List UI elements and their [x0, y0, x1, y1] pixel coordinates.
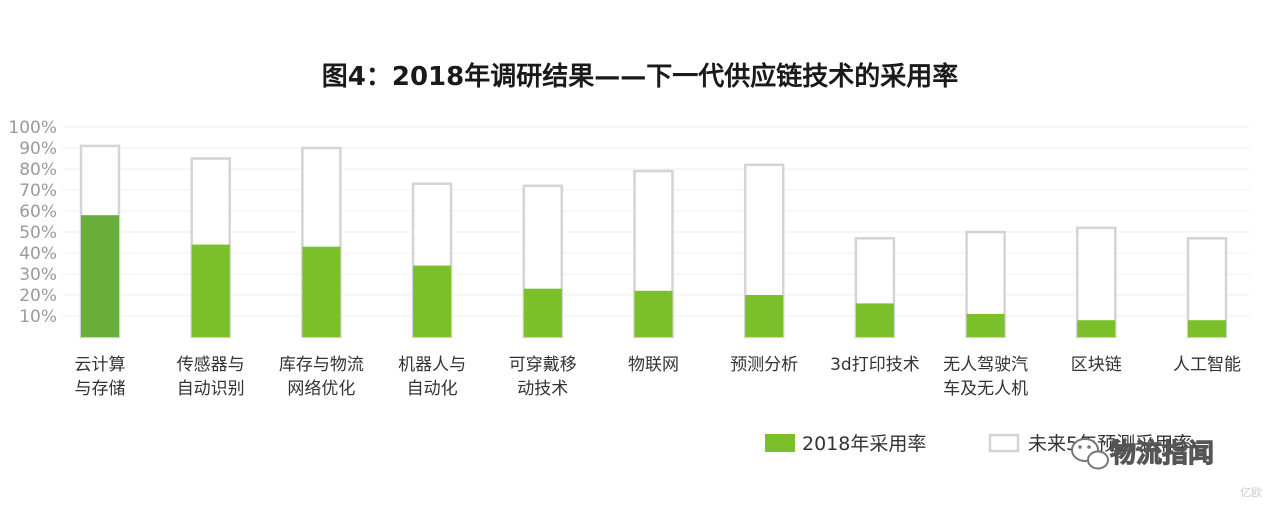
bar-2018 [1077, 320, 1116, 337]
bar-2018 [745, 295, 784, 337]
bar-2018 [413, 265, 452, 337]
y-tick-label: 60% [19, 202, 57, 222]
legend-label-2018: 2018年采用率 [802, 433, 926, 455]
chart-title: 图4：2018年调研结果——下一代供应链技术的采用率 [322, 61, 958, 92]
bar-2018 [302, 246, 341, 337]
bar-2018 [1188, 320, 1226, 337]
legend-label-forecast: 未来5年预测采用率 [1028, 433, 1192, 455]
y-tick-label: 10% [19, 307, 57, 327]
category-label: 自动化 [407, 379, 458, 399]
bar-2018 [523, 288, 562, 337]
category-label: 3d打印技术 [830, 355, 920, 375]
bar-forecast [1076, 226, 1117, 339]
bar-2018 [966, 313, 1005, 337]
category-label: 网络优化 [287, 379, 355, 399]
category-label: 自动识别 [177, 379, 245, 399]
category-label: 无人驾驶汽 [943, 355, 1028, 375]
y-axis: 10%20%30%40%50%60%70%80%90%100% [8, 118, 57, 327]
watermark-text: 物流指闻 [1110, 439, 1214, 469]
category-label: 与存储 [75, 379, 126, 399]
category-label: 云计算 [75, 355, 126, 375]
y-tick-label: 80% [19, 160, 57, 180]
category-label: 人工智能 [1173, 355, 1241, 375]
category-label: 车及无人机 [943, 379, 1028, 399]
category-label: 机器人与 [398, 355, 466, 375]
category-label: 区块链 [1071, 355, 1122, 375]
category-label: 预测分析 [730, 355, 798, 375]
wechat-icon [1071, 438, 1109, 470]
category-label: 动技术 [517, 379, 568, 399]
category-label: 传感器与 [177, 355, 245, 375]
bar-2018 [855, 303, 894, 337]
watermark-sub: 亿欧 [1240, 486, 1262, 499]
bar-2018 [634, 290, 673, 337]
y-tick-label: 40% [19, 244, 57, 264]
y-tick-label: 70% [19, 181, 57, 201]
y-tick-label: 100% [8, 118, 57, 138]
watermark: 物流指闻 亿欧 [1071, 438, 1262, 499]
category-label: 库存与物流 [279, 355, 364, 375]
y-tick-label: 30% [19, 265, 57, 285]
bar-2018 [81, 215, 119, 337]
bars [79, 144, 1228, 339]
category-label: 物联网 [628, 355, 679, 375]
legend-swatch-forecast [988, 433, 1020, 453]
legend-swatch-2018 [765, 434, 795, 452]
legend: 2018年采用率 未来5年预测采用率 [765, 433, 1192, 455]
category-label: 可穿戴移 [509, 355, 577, 375]
y-tick-label: 50% [19, 223, 57, 243]
y-tick-label: 20% [19, 286, 57, 306]
bar-2018 [191, 244, 230, 337]
y-tick-label: 90% [19, 139, 57, 159]
